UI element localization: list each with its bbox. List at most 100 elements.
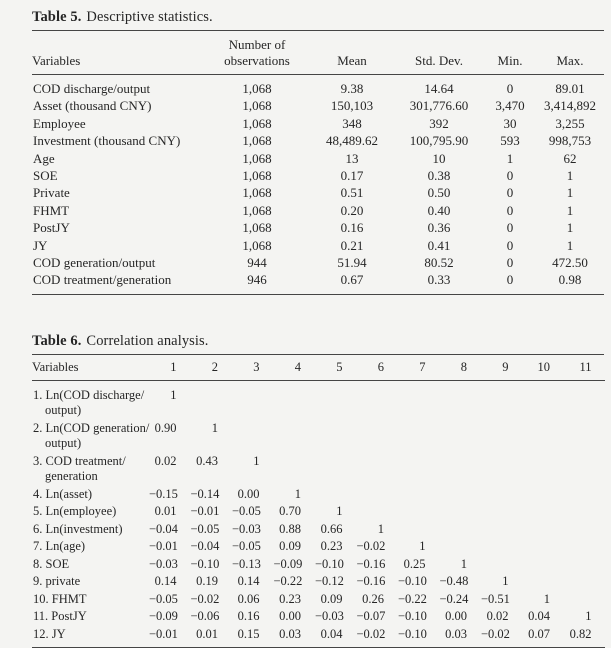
value-cell: 0 [506,237,514,253]
value-cell: 89.01 [555,81,585,96]
variable-name: 1. Ln(COD discharge/output) [32,380,148,420]
variable-name-line: 5. Ln(employee) [33,504,117,519]
table6-header-row: Variables 1 2 3 4 5 6 7 8 9 10 11 [32,354,605,381]
correlation-cell [397,503,439,521]
correlation-cell: 0.03 [279,626,301,641]
correlation-cell: −0.10 [190,556,220,571]
table6-col-5: 5 [314,354,356,381]
variable-name-line: generation [45,469,98,484]
value-cell: 472.50 [552,255,588,271]
table6-row: 11. PostJY −0.09 −0.06 0.16 0.00 −0.03 −0.07 −0… [32,608,605,626]
value-cell: 48,489.62 [326,133,378,149]
correlation-cell: 0.09 [320,591,343,606]
table5-col-variables: Variables [32,31,204,75]
value-cell: 0.17 [340,168,364,184]
correlation-cell: 1 [585,609,592,624]
correlation-cell: −0.01 [190,504,220,519]
value-cell: 0.41 [427,237,451,253]
value-cell: 1,068 [242,133,272,149]
correlation-cell: −0.09 [273,556,303,571]
correlation-cell: 1 [211,420,218,435]
correlation-cell: −0.24 [439,591,469,606]
value-cell: 0 [506,220,514,236]
value-cell: 1,068 [242,202,272,218]
correlation-cell [439,453,481,486]
value-cell: 998,753 [548,133,592,149]
correlation-cell [480,538,522,556]
value-cell: 0.98 [558,272,582,288]
correlation-cell [522,556,564,574]
correlation-cell [563,591,605,609]
table6-row: 8. SOE −0.03 −0.10 −0.13 −0.09 −0.10 −0.16 0.25… [32,556,605,574]
correlation-cell: 0.23 [279,591,301,606]
value-cell: 1,068 [242,185,272,201]
correlation-cell: −0.14 [190,486,220,501]
correlation-cell: 0.25 [403,556,426,571]
correlation-cell: −0.03 [232,521,261,536]
page: Table 5. Descriptive statistics. Variable… [32,4,605,648]
value-cell: 0 [506,81,514,96]
correlation-cell [231,380,273,420]
correlation-cell: −0.07 [356,609,386,624]
correlation-cell [480,453,522,486]
correlation-cell: 0.14 [237,574,260,589]
correlation-cell [397,380,439,420]
correlation-cell: 0.82 [569,626,592,641]
correlation-cell: 0.01 [154,504,177,519]
variable-name: 6. Ln(investment) [32,521,148,539]
correlation-cell: −0.03 [315,609,344,624]
correlation-cell [563,556,605,574]
table5-row: Asset (thousand CNY) 1,068 150,103 301,776.… [32,97,604,114]
value-cell: 1 [566,168,574,184]
variable-name-line: 4. Ln(asset) [33,486,93,501]
correlation-cell [273,380,315,420]
variable-name: 11. PostJY [32,608,148,626]
correlation-cell [563,503,605,521]
correlation-cell [190,380,232,420]
value-cell: 9.38 [340,81,364,96]
value-cell: 0 [506,185,514,201]
table6-row: 12. JY −0.01 0.01 0.15 0.03 0.04 −0.02 −0.10 0.0… [32,626,605,648]
table5-row: COD generation/output 944 51.94 80.52 0 472.5… [32,254,604,271]
correlation-cell: 0.19 [196,574,218,589]
correlation-cell [439,521,481,539]
value-cell: 1,068 [242,81,272,96]
table6-section: Table 6. Correlation analysis. Variables … [32,328,605,648]
table5-row: Age 1,068 13 10 1 62 [32,150,604,167]
correlation-cell: 0.14 [154,574,177,589]
correlation-cell: 0.07 [528,626,550,641]
correlation-cell: −0.05 [232,504,261,519]
correlation-cell [480,420,522,453]
table5-row: FHMT 1,068 0.20 0.40 0 1 [32,202,604,219]
variable-name: 3. COD treatment/generation [32,453,148,486]
table6-col-7: 7 [397,354,439,381]
table5-col-mean: Mean [310,31,394,75]
value-cell: 150,103 [330,98,374,114]
correlation-cell [480,380,522,420]
table6-row: 1. Ln(COD discharge/output) 1 [32,380,605,420]
variable-name: 2. Ln(COD generation/output) [32,420,149,453]
variable-name: COD discharge/output [33,81,151,96]
value-cell: 1 [506,150,514,166]
correlation-cell: 1 [460,556,467,571]
value-cell: 3,414,892 [544,98,596,114]
table6-top-rule [32,353,604,355]
variable-name-line: output) [45,436,82,451]
value-cell: 301,776.60 [409,98,469,114]
table5-col-observations: Number of observations [204,31,310,75]
variable-name-line: 6. Ln(investment) [33,521,123,536]
correlation-cell [397,486,439,504]
correlation-cell: −0.10 [398,574,427,589]
variable-name: SOE [33,168,58,184]
table6-row: 5. Ln(employee) 0.01 −0.01 −0.05 0.70 1 [32,503,605,521]
table6-col-6: 6 [355,354,397,381]
correlation-cell: −0.09 [149,609,178,624]
correlation-cell [356,486,398,504]
value-cell: 14.64 [424,81,454,96]
value-cell: 946 [247,272,267,288]
correlation-cell: 0.06 [237,591,260,606]
variable-name: 8. SOE [32,556,148,574]
value-cell: 0.51 [340,185,364,201]
table6-row: 4. Ln(asset) −0.15 −0.14 0.00 1 [32,486,605,504]
variable-name-line: 10. FHMT [33,591,87,606]
